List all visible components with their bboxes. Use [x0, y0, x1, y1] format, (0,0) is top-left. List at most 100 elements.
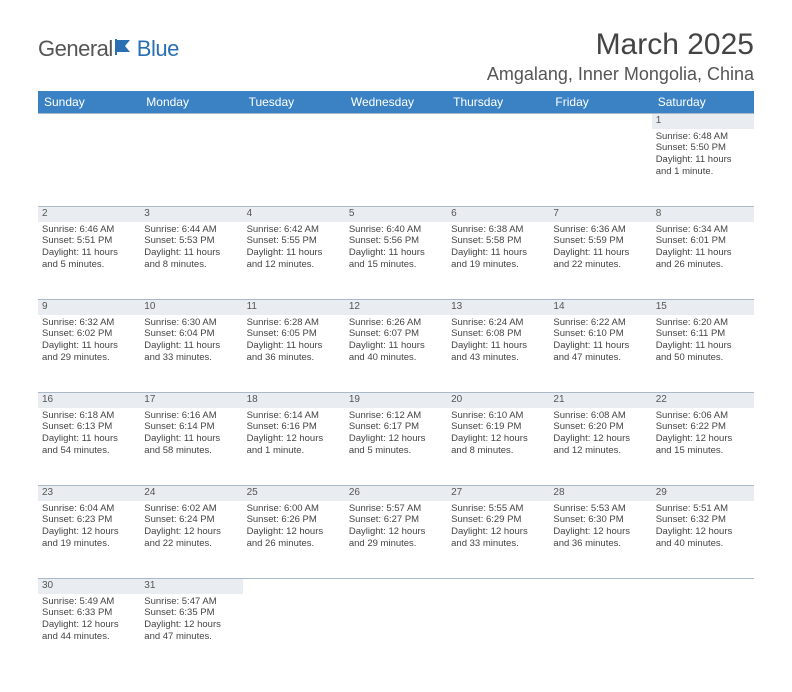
day-content-row: Sunrise: 6:18 AMSunset: 6:13 PMDaylight:… — [38, 408, 754, 486]
sunrise-text: Sunrise: 5:47 AM — [144, 596, 238, 608]
sunset-text: Sunset: 6:02 PM — [42, 328, 136, 340]
daylight2-text: and 26 minutes. — [247, 538, 341, 550]
daylight1-text: Daylight: 12 hours — [144, 619, 238, 631]
sunrise-text: Sunrise: 6:30 AM — [144, 317, 238, 329]
daylight1-text: Daylight: 12 hours — [247, 526, 341, 538]
sunrise-text: Sunrise: 6:48 AM — [656, 131, 750, 143]
day-cell: Sunrise: 6:08 AMSunset: 6:20 PMDaylight:… — [549, 408, 651, 486]
sunrise-text: Sunrise: 6:28 AM — [247, 317, 341, 329]
day-cell: Sunrise: 6:06 AMSunset: 6:22 PMDaylight:… — [652, 408, 754, 486]
weekday-header: Wednesday — [345, 91, 447, 114]
daylight2-text: and 12 minutes. — [553, 445, 647, 457]
day-cell: Sunrise: 5:49 AMSunset: 6:33 PMDaylight:… — [38, 594, 140, 672]
day-cell: Sunrise: 6:28 AMSunset: 6:05 PMDaylight:… — [243, 315, 345, 393]
sunrise-text: Sunrise: 6:20 AM — [656, 317, 750, 329]
daylight1-text: Daylight: 12 hours — [144, 526, 238, 538]
page-header: General Blue March 2025 Amgalang, Inner … — [38, 28, 754, 85]
day-number-row: 23242526272829 — [38, 486, 754, 501]
day-content-row: Sunrise: 6:48 AMSunset: 5:50 PMDaylight:… — [38, 129, 754, 207]
daylight2-text: and 15 minutes. — [349, 259, 443, 271]
sunrise-text: Sunrise: 6:00 AM — [247, 503, 341, 515]
day-cell: Sunrise: 6:40 AMSunset: 5:56 PMDaylight:… — [345, 222, 447, 300]
sunset-text: Sunset: 6:22 PM — [656, 421, 750, 433]
logo-text-part2: Blue — [137, 36, 179, 62]
day-cell: Sunrise: 6:00 AMSunset: 6:26 PMDaylight:… — [243, 501, 345, 579]
daylight2-text: and 47 minutes. — [553, 352, 647, 364]
daylight2-text: and 15 minutes. — [656, 445, 750, 457]
daylight2-text: and 5 minutes. — [349, 445, 443, 457]
sunset-text: Sunset: 6:30 PM — [553, 514, 647, 526]
day-cell — [38, 129, 140, 207]
sunrise-text: Sunrise: 6:22 AM — [553, 317, 647, 329]
day-number-cell — [243, 579, 345, 594]
sunrise-text: Sunrise: 6:06 AM — [656, 410, 750, 422]
sunrise-text: Sunrise: 6:26 AM — [349, 317, 443, 329]
sunset-text: Sunset: 6:33 PM — [42, 607, 136, 619]
day-cell: Sunrise: 6:30 AMSunset: 6:04 PMDaylight:… — [140, 315, 242, 393]
weekday-header: Monday — [140, 91, 242, 114]
day-number-cell: 20 — [447, 393, 549, 408]
daylight1-text: Daylight: 12 hours — [349, 526, 443, 538]
day-number-row: 2345678 — [38, 207, 754, 222]
daylight1-text: Daylight: 11 hours — [349, 340, 443, 352]
day-number-cell: 24 — [140, 486, 242, 501]
daylight1-text: Daylight: 11 hours — [42, 247, 136, 259]
day-cell — [345, 594, 447, 672]
daylight1-text: Daylight: 11 hours — [656, 340, 750, 352]
sunrise-text: Sunrise: 6:36 AM — [553, 224, 647, 236]
sunset-text: Sunset: 6:14 PM — [144, 421, 238, 433]
day-cell — [447, 129, 549, 207]
day-cell: Sunrise: 6:36 AMSunset: 5:59 PMDaylight:… — [549, 222, 651, 300]
daylight2-text: and 33 minutes. — [451, 538, 545, 550]
sunrise-text: Sunrise: 6:34 AM — [656, 224, 750, 236]
sunrise-text: Sunrise: 6:18 AM — [42, 410, 136, 422]
day-cell: Sunrise: 6:48 AMSunset: 5:50 PMDaylight:… — [652, 129, 754, 207]
sunset-text: Sunset: 6:05 PM — [247, 328, 341, 340]
day-number-cell — [549, 579, 651, 594]
day-number-cell — [38, 114, 140, 129]
sunset-text: Sunset: 5:59 PM — [553, 235, 647, 247]
day-cell: Sunrise: 6:16 AMSunset: 6:14 PMDaylight:… — [140, 408, 242, 486]
day-cell: Sunrise: 6:22 AMSunset: 6:10 PMDaylight:… — [549, 315, 651, 393]
daylight1-text: Daylight: 12 hours — [553, 526, 647, 538]
sunset-text: Sunset: 6:08 PM — [451, 328, 545, 340]
day-number-row: 3031 — [38, 579, 754, 594]
sunrise-text: Sunrise: 6:10 AM — [451, 410, 545, 422]
day-number-cell — [345, 579, 447, 594]
sunrise-text: Sunrise: 5:49 AM — [42, 596, 136, 608]
day-number-cell: 29 — [652, 486, 754, 501]
daylight2-text: and 43 minutes. — [451, 352, 545, 364]
day-number-cell: 11 — [243, 300, 345, 315]
sunrise-text: Sunrise: 6:08 AM — [553, 410, 647, 422]
sunrise-text: Sunrise: 6:02 AM — [144, 503, 238, 515]
daylight2-text: and 50 minutes. — [656, 352, 750, 364]
day-number-cell: 5 — [345, 207, 447, 222]
day-cell: Sunrise: 5:47 AMSunset: 6:35 PMDaylight:… — [140, 594, 242, 672]
day-cell: Sunrise: 6:42 AMSunset: 5:55 PMDaylight:… — [243, 222, 345, 300]
daylight1-text: Daylight: 11 hours — [656, 247, 750, 259]
daylight2-text: and 58 minutes. — [144, 445, 238, 457]
day-number-cell — [447, 114, 549, 129]
day-number-cell: 27 — [447, 486, 549, 501]
day-cell: Sunrise: 5:57 AMSunset: 6:27 PMDaylight:… — [345, 501, 447, 579]
sunset-text: Sunset: 6:13 PM — [42, 421, 136, 433]
sunrise-text: Sunrise: 5:53 AM — [553, 503, 647, 515]
sunrise-text: Sunrise: 6:38 AM — [451, 224, 545, 236]
daylight2-text: and 12 minutes. — [247, 259, 341, 271]
day-number-cell — [345, 114, 447, 129]
day-number-cell: 18 — [243, 393, 345, 408]
day-number-cell: 1 — [652, 114, 754, 129]
daylight1-text: Daylight: 11 hours — [451, 340, 545, 352]
day-number-cell: 19 — [345, 393, 447, 408]
daylight1-text: Daylight: 11 hours — [553, 247, 647, 259]
sunset-text: Sunset: 6:16 PM — [247, 421, 341, 433]
daylight2-text: and 22 minutes. — [553, 259, 647, 271]
day-cell: Sunrise: 6:26 AMSunset: 6:07 PMDaylight:… — [345, 315, 447, 393]
day-content-row: Sunrise: 6:04 AMSunset: 6:23 PMDaylight:… — [38, 501, 754, 579]
daylight2-text: and 40 minutes. — [349, 352, 443, 364]
daylight2-text: and 44 minutes. — [42, 631, 136, 643]
sunset-text: Sunset: 6:19 PM — [451, 421, 545, 433]
daylight1-text: Daylight: 12 hours — [451, 526, 545, 538]
daylight1-text: Daylight: 11 hours — [349, 247, 443, 259]
sunset-text: Sunset: 6:01 PM — [656, 235, 750, 247]
